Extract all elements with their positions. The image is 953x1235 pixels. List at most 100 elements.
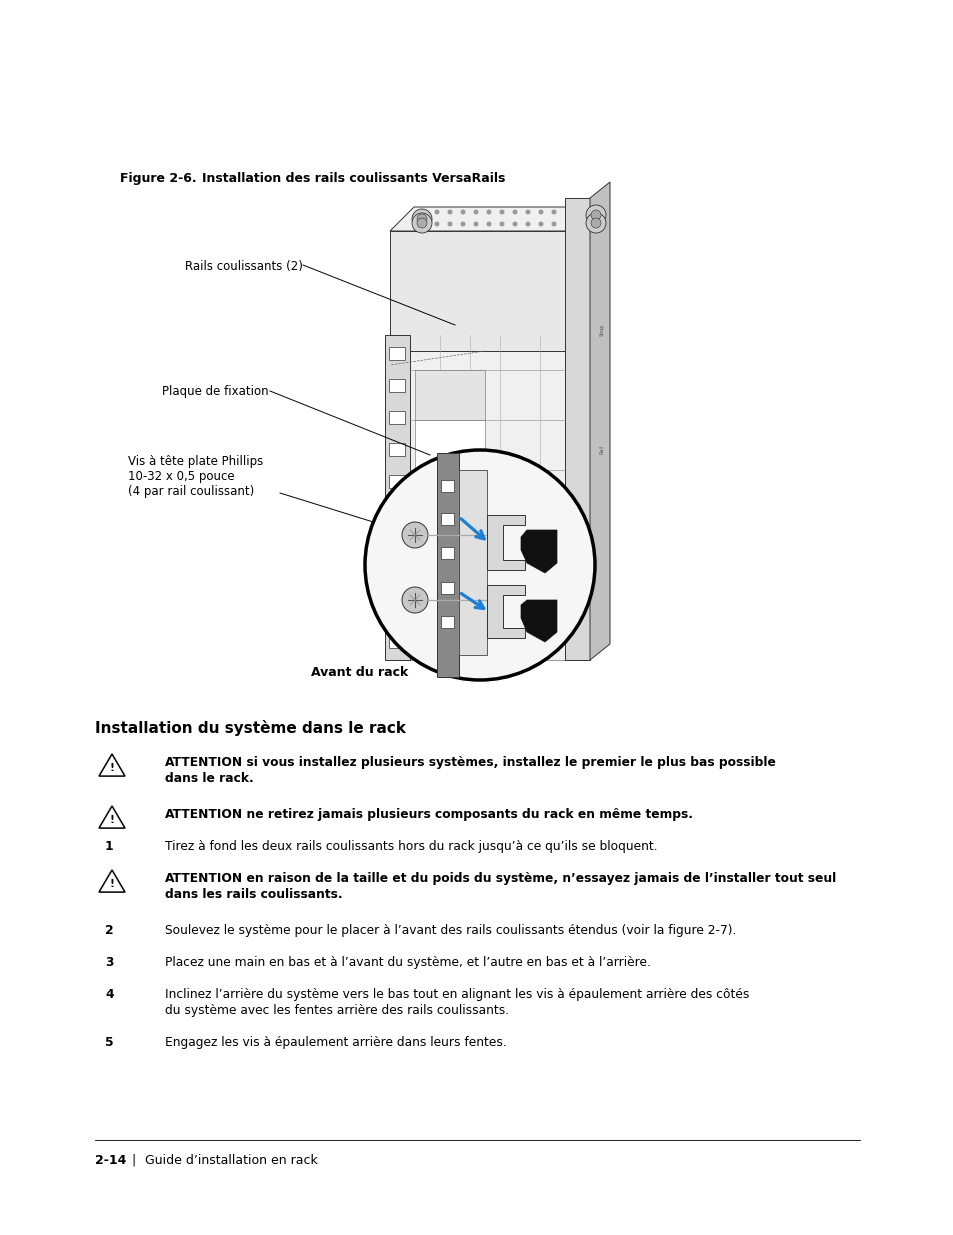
Bar [389, 603, 405, 616]
Bar [564, 198, 589, 659]
Polygon shape [486, 585, 524, 638]
Text: dans les rails coulissants.: dans les rails coulissants. [165, 888, 342, 902]
Polygon shape [579, 207, 603, 351]
Circle shape [499, 210, 504, 215]
Circle shape [486, 210, 491, 215]
Circle shape [551, 210, 556, 215]
Circle shape [421, 210, 426, 215]
Text: !: ! [110, 815, 114, 825]
Circle shape [401, 522, 428, 548]
Text: Avant du rack: Avant du rack [311, 666, 408, 679]
Bar [389, 635, 405, 648]
Circle shape [416, 214, 427, 224]
Circle shape [486, 221, 491, 226]
Polygon shape [99, 806, 125, 829]
Text: 2: 2 [105, 924, 113, 937]
Bar [440, 480, 454, 492]
Text: Placez une main en bas et à l’avant du système, et l’autre en bas et à l’arrière: Placez une main en bas et à l’avant du s… [165, 956, 650, 969]
Bar [389, 508, 405, 520]
Polygon shape [520, 600, 557, 642]
Circle shape [525, 221, 530, 226]
Bar [415, 420, 484, 480]
Circle shape [585, 205, 605, 225]
Text: !: ! [110, 879, 114, 889]
Text: Snap: Snap [598, 324, 604, 336]
Text: Rails coulissants (2): Rails coulissants (2) [185, 261, 302, 273]
Text: Plaque de fixation: Plaque de fixation [162, 385, 269, 398]
Text: du système avec les fentes arrière des rails coulissants.: du système avec les fentes arrière des r… [165, 1004, 509, 1016]
Text: Engagez les vis à épaulement arrière dans leurs fentes.: Engagez les vis à épaulement arrière dan… [165, 1036, 506, 1049]
Circle shape [590, 210, 600, 220]
Text: Installation du système dans le rack: Installation du système dans le rack [95, 720, 406, 736]
Circle shape [512, 210, 517, 215]
Circle shape [551, 221, 556, 226]
Text: 2-14: 2-14 [95, 1153, 126, 1167]
Polygon shape [520, 530, 557, 573]
Bar [389, 443, 405, 456]
Bar [389, 411, 405, 424]
Bar [389, 571, 405, 584]
Text: ATTENTION: ATTENTION [165, 756, 243, 769]
Text: !: ! [110, 763, 114, 773]
Text: Soulevez le système pour le placer à l’avant des rails coulissants étendus (voir: Soulevez le système pour le placer à l’a… [165, 924, 736, 937]
Circle shape [412, 209, 432, 228]
Text: : ne retirez jamais plusieurs composants du rack en même temps.: : ne retirez jamais plusieurs composants… [233, 808, 692, 821]
Bar [410, 335, 564, 659]
Text: Inclinez l’arrière du système vers le bas tout en alignant les vis à épaulement : Inclinez l’arrière du système vers le ba… [165, 988, 749, 1002]
Bar [440, 616, 454, 629]
Text: 5: 5 [105, 1036, 113, 1049]
Circle shape [447, 210, 452, 215]
Text: 1: 1 [105, 840, 113, 853]
Text: Tirez à fond les deux rails coulissants hors du rack jusqu’à ce qu’ils se bloque: Tirez à fond les deux rails coulissants … [165, 840, 657, 853]
Text: 10-32 x 0,5 pouce: 10-32 x 0,5 pouce [128, 471, 234, 483]
Circle shape [585, 212, 605, 233]
Text: ATTENTION: ATTENTION [165, 872, 243, 885]
Bar [440, 582, 454, 594]
Circle shape [401, 587, 428, 613]
Bar [415, 370, 484, 420]
Circle shape [412, 212, 432, 233]
Bar [389, 347, 405, 359]
Text: 4: 4 [105, 988, 113, 1002]
Text: Guide d’installation en rack: Guide d’installation en rack [145, 1153, 317, 1167]
Circle shape [434, 221, 439, 226]
Bar [440, 547, 454, 559]
Polygon shape [390, 207, 603, 231]
Circle shape [537, 210, 543, 215]
Circle shape [416, 219, 427, 228]
Text: ATTENTION: ATTENTION [165, 808, 243, 821]
Circle shape [460, 221, 465, 226]
Circle shape [365, 450, 595, 680]
Bar [440, 513, 454, 525]
Text: : en raison de la taille et du poids du système, n’essayez jamais de l’installer: : en raison de la taille et du poids du … [233, 872, 836, 885]
Circle shape [434, 210, 439, 215]
Text: (4 par rail coulissant): (4 par rail coulissant) [128, 485, 254, 498]
Circle shape [473, 221, 478, 226]
Circle shape [447, 221, 452, 226]
Text: Vis à tête plate Phillips: Vis à tête plate Phillips [128, 454, 263, 468]
Circle shape [460, 210, 465, 215]
Text: 3: 3 [105, 956, 113, 969]
Text: Figure 2-6.: Figure 2-6. [120, 172, 196, 185]
Circle shape [537, 221, 543, 226]
Text: |: | [131, 1153, 135, 1167]
Polygon shape [99, 755, 125, 776]
Text: Installation des rails coulissants VersaRails: Installation des rails coulissants Versa… [202, 172, 505, 185]
Bar [458, 471, 486, 655]
Circle shape [525, 210, 530, 215]
Circle shape [473, 210, 478, 215]
Circle shape [590, 219, 600, 228]
Bar [389, 538, 405, 552]
Bar [385, 335, 410, 659]
Circle shape [499, 221, 504, 226]
Text: dans le rack.: dans le rack. [165, 772, 253, 785]
Bar [389, 475, 405, 488]
Circle shape [512, 221, 517, 226]
Polygon shape [390, 231, 579, 351]
Polygon shape [99, 869, 125, 892]
Bar [389, 379, 405, 391]
Text: : si vous installez plusieurs systèmes, installez le premier le plus bas possibl: : si vous installez plusieurs systèmes, … [233, 756, 775, 769]
Polygon shape [589, 182, 609, 659]
Bar [436, 453, 458, 677]
Text: Rail: Rail [598, 446, 604, 454]
